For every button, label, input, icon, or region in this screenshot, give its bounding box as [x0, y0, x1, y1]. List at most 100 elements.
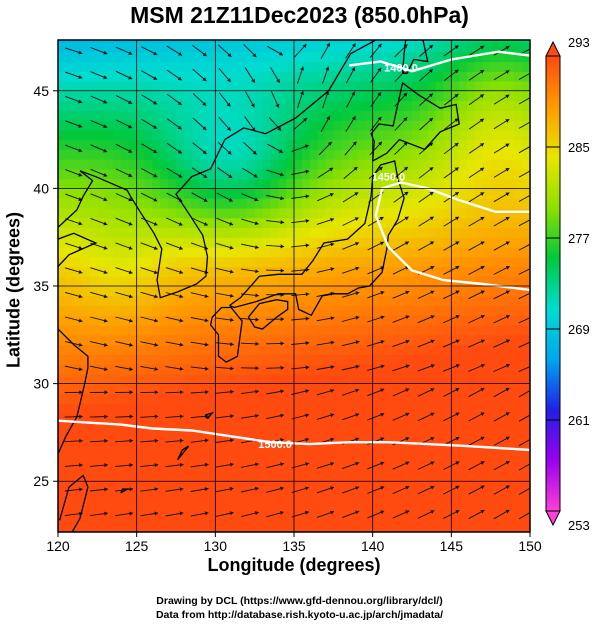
field-cell: [199, 149, 209, 160]
field-cell: [73, 442, 83, 453]
field-cell: [451, 168, 460, 180]
field-cell: [317, 530, 327, 532]
field-cell: [388, 198, 397, 209]
field-cell: [294, 530, 303, 532]
field-cell: [522, 110, 530, 121]
field-cell: [152, 139, 161, 150]
field-cell: [160, 168, 169, 180]
field-cell: [152, 471, 161, 482]
field-cell: [136, 51, 146, 63]
field-cell: [459, 178, 468, 189]
field-cell: [506, 334, 515, 346]
field-cell: [435, 266, 445, 277]
field-cell: [278, 500, 287, 512]
field-cell: [372, 51, 382, 63]
field-cell: [482, 393, 492, 404]
field-cell: [490, 422, 500, 434]
streamline-arrow: [154, 367, 159, 371]
field-cell: [443, 110, 452, 121]
field-cell: [333, 110, 342, 121]
streamline-arrow: [378, 166, 383, 171]
field-cell: [128, 159, 138, 170]
streamline-arrow: [480, 436, 485, 441]
field-cell: [105, 246, 114, 258]
field-cell: [419, 422, 429, 434]
streamline-arrow: [129, 511, 133, 516]
field-cell: [144, 461, 153, 473]
streamline-arrow: [280, 196, 284, 201]
field-cell: [474, 207, 484, 219]
field-cell: [333, 120, 342, 131]
field-cell: [160, 246, 169, 258]
field-cell: [136, 120, 146, 131]
streamline-arrow: [103, 245, 108, 250]
field-cell: [215, 276, 224, 287]
field-cell: [231, 442, 240, 453]
field-cell: [459, 90, 468, 102]
field-cell: [207, 207, 216, 219]
field-cell: [412, 110, 421, 121]
field-cell: [459, 149, 468, 160]
field-cell: [467, 412, 476, 424]
field-cell: [144, 471, 153, 482]
field-cell: [341, 451, 350, 463]
field-cell: [294, 256, 303, 268]
field-cell: [404, 334, 413, 346]
field-cell: [356, 344, 366, 355]
field-cell: [419, 139, 429, 150]
streamline-arrow: [204, 318, 209, 323]
field-cell: [467, 110, 476, 121]
field-cell: [160, 129, 169, 141]
field-cell: [325, 256, 334, 268]
field-cell: [128, 354, 138, 365]
field-cell: [238, 334, 248, 346]
field-cell: [356, 227, 366, 238]
field-cell: [278, 207, 287, 219]
field-cell: [81, 41, 91, 53]
field-cell: [246, 510, 256, 521]
streamline-arrow: [178, 173, 183, 178]
field-cell: [301, 129, 311, 141]
field-cell: [58, 295, 67, 307]
field-cell: [136, 373, 146, 385]
field-cell: [246, 110, 256, 121]
streamline-arrow: [454, 192, 459, 196]
field-cell: [152, 393, 161, 404]
field-cell: [506, 510, 515, 521]
field-cell: [443, 530, 452, 532]
field-cell: [309, 451, 319, 463]
field-cell: [356, 217, 366, 229]
field-cell: [514, 295, 523, 307]
field-cell: [474, 364, 484, 375]
field-cell: [223, 422, 232, 434]
field-cell: [474, 344, 484, 355]
streamline-arrow: [403, 117, 408, 122]
field-cell: [443, 491, 452, 502]
field-cell: [136, 256, 146, 268]
field-cell: [144, 227, 153, 238]
field-cell: [498, 451, 507, 463]
field-cell: [301, 71, 311, 82]
field-cell: [482, 354, 492, 365]
field-cell: [262, 276, 271, 287]
field-cell: [223, 237, 232, 248]
field-cell: [176, 61, 185, 72]
field-cell: [333, 451, 342, 463]
field-cell: [325, 461, 334, 473]
field-cell: [459, 412, 468, 424]
field-cell: [349, 51, 358, 63]
field-cell: [278, 471, 287, 482]
field-cell: [144, 520, 153, 531]
field-cell: [207, 71, 216, 82]
field-cell: [89, 500, 98, 512]
field-cell: [65, 71, 75, 82]
field-cell: [372, 530, 382, 532]
field-cell: [58, 451, 67, 463]
field-cell: [270, 432, 279, 443]
streamline-arrow: [405, 510, 410, 514]
field-cell: [459, 71, 468, 82]
field-cell: [105, 442, 114, 453]
field-cell: [207, 266, 216, 277]
field-cell: [262, 286, 271, 297]
streamline-arrow: [178, 51, 183, 56]
